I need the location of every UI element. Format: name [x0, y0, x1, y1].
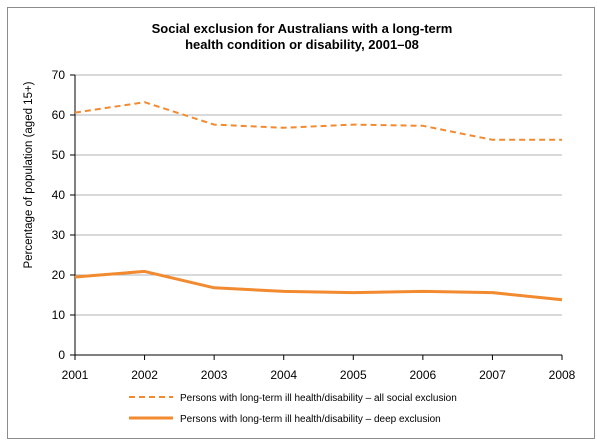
data-point-series-0-2006 — [421, 124, 424, 127]
y-tick-label-50: 50 — [52, 148, 66, 162]
axes — [70, 74, 563, 360]
y-axis-title: Percentage of population (aged 15+) — [23, 81, 35, 268]
series-line-deep-exclusion — [74, 269, 563, 302]
y-tick-label-20: 20 — [52, 268, 66, 282]
y-tick-label-40: 40 — [52, 188, 66, 202]
gridlines — [75, 74, 562, 316]
data-point-series-0-2001 — [74, 111, 77, 114]
x-tick-label-2004: 2004 — [270, 368, 297, 382]
x-tick-label-2001: 2001 — [62, 368, 89, 382]
data-point-series-0-2003 — [213, 123, 216, 126]
chart-frame — [7, 7, 595, 439]
tick-labels: 0 10 20 30 40 50 60 70 2001 2002 2003 2004 2005 2006 2… — [52, 68, 576, 382]
legend: Persons with long-term ill health/disabi… — [129, 393, 457, 425]
data-point-series-1-2005 — [352, 291, 355, 294]
chart-title-line-2: health condition or disability, 2001–08 — [185, 37, 419, 52]
y-tick-label-0: 0 — [58, 348, 65, 362]
series-line-all-social-exclusion — [74, 101, 562, 141]
series-lines — [74, 101, 564, 302]
x-tick-label-2008: 2008 — [549, 368, 576, 382]
chart-title-line-1: Social exclusion for Australians with a … — [152, 21, 453, 36]
data-point-series-0-2008 — [561, 138, 564, 141]
data-point-series-0-2005 — [352, 123, 355, 126]
data-point-series-0-2007 — [491, 138, 494, 141]
data-point-series-1-2002 — [143, 270, 146, 273]
data-point-series-1-2007 — [491, 291, 494, 294]
data-point-series-1-2006 — [421, 290, 424, 293]
x-tick-label-2007: 2007 — [479, 368, 506, 382]
data-point-series-1-2001 — [74, 276, 77, 279]
legend-label-1: Persons with long-term ill health/disabi… — [180, 414, 441, 425]
legend-label-0: Persons with long-term ill health/disabi… — [180, 393, 457, 404]
y-tick-label-30: 30 — [52, 228, 66, 242]
data-point-series-0-2002 — [143, 101, 146, 104]
data-point-series-1-2008 — [561, 298, 564, 301]
x-tick-label-2002: 2002 — [131, 368, 158, 382]
x-tick-label-2003: 2003 — [201, 368, 228, 382]
y-tick-label-60: 60 — [52, 108, 66, 122]
x-tick-label-2006: 2006 — [410, 368, 437, 382]
y-tick-label-70: 70 — [52, 68, 66, 82]
chart-title: Social exclusion for Australians with a … — [152, 21, 453, 52]
x-tick-label-2005: 2005 — [340, 368, 367, 382]
data-point-series-0-2004 — [282, 126, 285, 129]
y-tick-label-10: 10 — [52, 308, 66, 322]
data-point-series-1-2003 — [213, 286, 216, 289]
data-point-series-1-2004 — [282, 290, 285, 293]
